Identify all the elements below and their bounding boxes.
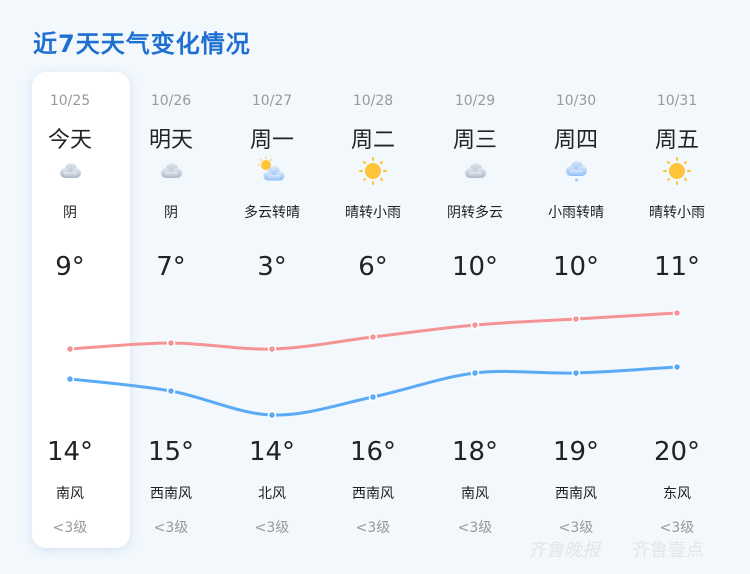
wind-direction: 南风 — [56, 486, 84, 502]
wind-level: <3级 — [254, 520, 290, 536]
weather-description: 晴转小雨 — [345, 205, 401, 221]
weekday-label: 周一 — [249, 128, 294, 153]
weather-description: 阴转多云 — [447, 205, 503, 221]
high-temp-point — [65, 344, 75, 354]
low-temp: 6° — [358, 252, 388, 282]
day-column: 10/28 周二 晴转小雨 6° 16° 西南风 <3级 — [323, 72, 423, 548]
weekday-label: 今天 — [47, 128, 92, 153]
wind-level: <3级 — [153, 520, 189, 536]
low-temp: 10° — [451, 252, 499, 282]
high-temp: 19° — [552, 437, 600, 467]
weather-description: 晴转小雨 — [649, 205, 705, 221]
low-temp-line — [69, 365, 678, 417]
wind-direction: 西南风 — [150, 486, 192, 502]
high-temp: 14° — [248, 437, 296, 467]
high-temp-point — [368, 332, 378, 342]
weekday-label: 明天 — [148, 128, 193, 153]
light-rain-icon — [561, 156, 591, 186]
date-label: 10/31 — [656, 93, 698, 109]
low-temp-point — [65, 374, 75, 384]
overcast-icon — [156, 156, 186, 186]
high-temp: 20° — [653, 437, 701, 467]
overcast-icon — [460, 156, 490, 186]
today-card-highlight — [32, 72, 130, 548]
weekday-label: 周五 — [654, 128, 699, 153]
high-temp: 14° — [46, 437, 94, 467]
high-temp: 16° — [349, 437, 397, 467]
high-temp-point — [672, 308, 682, 318]
high-temp-point — [470, 320, 480, 330]
low-temp-point — [368, 392, 378, 402]
weather-description: 阴 — [164, 205, 178, 221]
high-temp-point — [166, 338, 176, 348]
low-temp-point — [470, 368, 480, 378]
wind-direction: 南风 — [461, 486, 489, 502]
low-temp: 10° — [552, 252, 600, 282]
low-temp: 9° — [55, 252, 85, 282]
low-temp-point — [672, 362, 682, 372]
date-label: 10/27 — [251, 93, 293, 109]
low-temp: 11° — [653, 252, 701, 282]
date-label: 10/30 — [555, 93, 597, 109]
date-label: 10/29 — [454, 93, 496, 109]
weekday-label: 周三 — [452, 128, 497, 153]
page-title: 近7天天气变化情况 — [33, 30, 251, 58]
date-label: 10/28 — [352, 93, 394, 109]
watermark-left: 齐鲁晚报 — [528, 540, 600, 561]
wind-direction: 东风 — [663, 486, 691, 502]
high-temp: 18° — [451, 437, 499, 467]
day-column: 10/30 周四 小雨转晴 10° 19° 西南风 <3级 — [526, 72, 626, 548]
weather-description: 阴 — [63, 205, 77, 221]
high-temp-point — [267, 344, 277, 354]
wind-level: <3级 — [558, 520, 594, 536]
partly-cloudy-icon — [257, 156, 287, 186]
weekday-label: 周二 — [350, 128, 395, 153]
watermark-right: 齐鲁壹点 — [632, 540, 704, 561]
day-column: 10/26 明天 阴 7° 15° 西南风 <3级 — [121, 72, 221, 548]
date-label: 10/26 — [150, 93, 192, 109]
wind-direction: 西南风 — [555, 486, 597, 502]
day-column: 10/27 周一 多云转晴 3° 14° 北风 <3级 — [222, 72, 322, 548]
low-temp: 7° — [156, 252, 186, 282]
wind-level: <3级 — [52, 520, 88, 536]
low-temp-point — [166, 386, 176, 396]
day-column: 10/25 今天 阴 9° 14° 南风 <3级 — [20, 72, 120, 548]
weather-description: 小雨转晴 — [548, 205, 604, 221]
overcast-icon — [55, 156, 85, 186]
day-column: 10/29 周三 阴转多云 10° 18° 南风 <3级 — [425, 72, 525, 548]
low-temp-point — [267, 410, 277, 420]
wind-level: <3级 — [355, 520, 391, 536]
wind-direction: 西南风 — [352, 486, 394, 502]
high-temp-point — [571, 314, 581, 324]
day-column: 10/31 周五 晴转小雨 11° 20° 东风 <3级 — [627, 72, 727, 548]
wind-level: <3级 — [457, 520, 493, 536]
wind-direction: 北风 — [258, 486, 286, 502]
low-temp-point — [571, 368, 581, 378]
low-temp: 3° — [257, 252, 287, 282]
date-label: 10/25 — [49, 93, 91, 109]
wind-level: <3级 — [659, 520, 695, 536]
weather-description: 多云转晴 — [244, 205, 300, 221]
high-temp: 15° — [147, 437, 195, 467]
weekday-label: 周四 — [553, 128, 598, 153]
high-temp-line — [69, 311, 678, 351]
sunny-icon — [358, 156, 388, 186]
sunny-icon — [662, 156, 692, 186]
